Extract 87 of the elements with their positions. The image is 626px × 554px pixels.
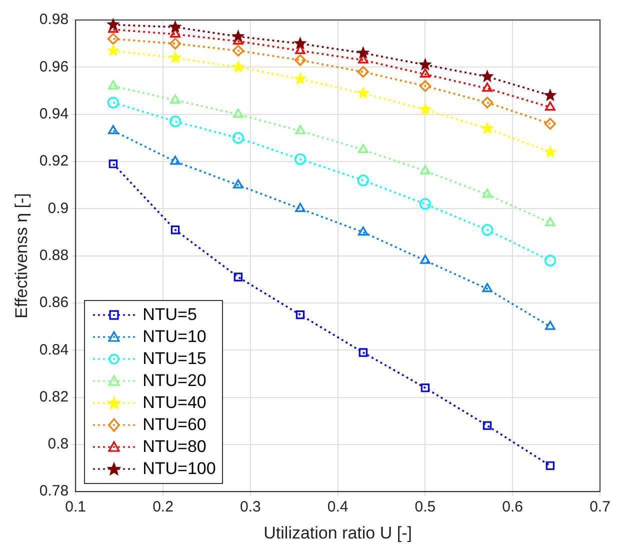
point — [108, 125, 118, 134]
point — [232, 132, 244, 144]
point — [545, 320, 556, 330]
legend-label: NTU=15 — [142, 348, 206, 369]
x-tick-label: 0.3 — [240, 498, 261, 516]
point — [294, 153, 306, 165]
y-tick-label: 0.84 — [39, 341, 69, 358]
point — [418, 58, 432, 70]
point — [418, 102, 432, 116]
point — [358, 348, 368, 357]
x-tick-label: 0.5 — [414, 498, 436, 516]
point — [480, 121, 494, 134]
x-tick-label: 0.4 — [327, 498, 348, 516]
y-tick-label: 0.9 — [48, 200, 69, 217]
point — [544, 88, 557, 102]
point — [107, 33, 119, 45]
point — [419, 198, 431, 210]
point — [168, 50, 182, 64]
x-tick-label: 0.6 — [502, 498, 524, 516]
point — [233, 179, 244, 188]
point — [481, 224, 494, 236]
point — [233, 108, 244, 118]
point — [545, 216, 556, 226]
point — [420, 68, 430, 78]
point — [420, 254, 430, 264]
point — [545, 101, 556, 111]
point — [296, 310, 305, 320]
y-tick-label: 0.98 — [39, 11, 69, 28]
legend-label: NTU=40 — [142, 392, 206, 413]
y-tick-label: 0.78 — [39, 482, 69, 500]
legend-label: NTU=60 — [142, 414, 206, 435]
point — [168, 20, 182, 33]
point — [481, 96, 494, 108]
x-tick-label: 0.7 — [590, 498, 610, 516]
point — [544, 118, 556, 130]
point — [234, 272, 242, 282]
y-tick-label: 0.82 — [39, 388, 69, 406]
point — [358, 144, 368, 153]
point — [232, 60, 245, 73]
point — [232, 30, 245, 42]
point — [420, 384, 430, 392]
legend-label: NTU=5 — [142, 304, 197, 325]
legend-label: NTU=10 — [142, 326, 206, 347]
y-tick-label: 0.8 — [48, 436, 69, 453]
point — [482, 82, 492, 92]
point — [482, 421, 492, 430]
point — [356, 86, 370, 99]
point — [108, 160, 118, 168]
point — [108, 80, 118, 90]
point — [482, 188, 492, 198]
point — [546, 461, 555, 470]
point — [480, 70, 494, 82]
point — [106, 44, 120, 56]
point — [170, 94, 180, 104]
legend-label: NTU=100 — [142, 458, 216, 479]
point — [358, 226, 368, 236]
point — [169, 116, 182, 128]
legend-label: NTU=20 — [142, 370, 206, 391]
point — [294, 72, 307, 85]
point — [295, 125, 306, 134]
point — [106, 18, 120, 30]
point — [169, 38, 182, 50]
point — [420, 165, 430, 174]
x-tick-label: 0.2 — [152, 498, 174, 516]
point — [482, 283, 492, 292]
y-tick-label: 0.94 — [39, 105, 69, 122]
point — [294, 36, 307, 50]
point — [170, 156, 180, 165]
point — [544, 145, 557, 158]
y-tick-label: 0.96 — [39, 58, 69, 76]
point — [356, 46, 370, 59]
point — [294, 54, 306, 66]
y-axis-title: Effectivenss η [-] — [12, 193, 31, 318]
point — [419, 80, 431, 92]
x-axis-title: Utilization ratio U [-] — [264, 523, 412, 542]
point — [295, 202, 306, 212]
point — [107, 96, 119, 108]
point — [544, 254, 556, 266]
point — [170, 226, 180, 234]
y-tick-label: 0.92 — [39, 152, 69, 170]
y-tick-label: 0.86 — [39, 294, 69, 312]
point — [232, 44, 244, 56]
point — [357, 174, 369, 186]
x-tick-label: 0.1 — [65, 498, 86, 516]
legend-label: NTU=80 — [142, 436, 206, 457]
point — [357, 66, 369, 78]
y-tick-label: 0.88 — [39, 246, 69, 264]
